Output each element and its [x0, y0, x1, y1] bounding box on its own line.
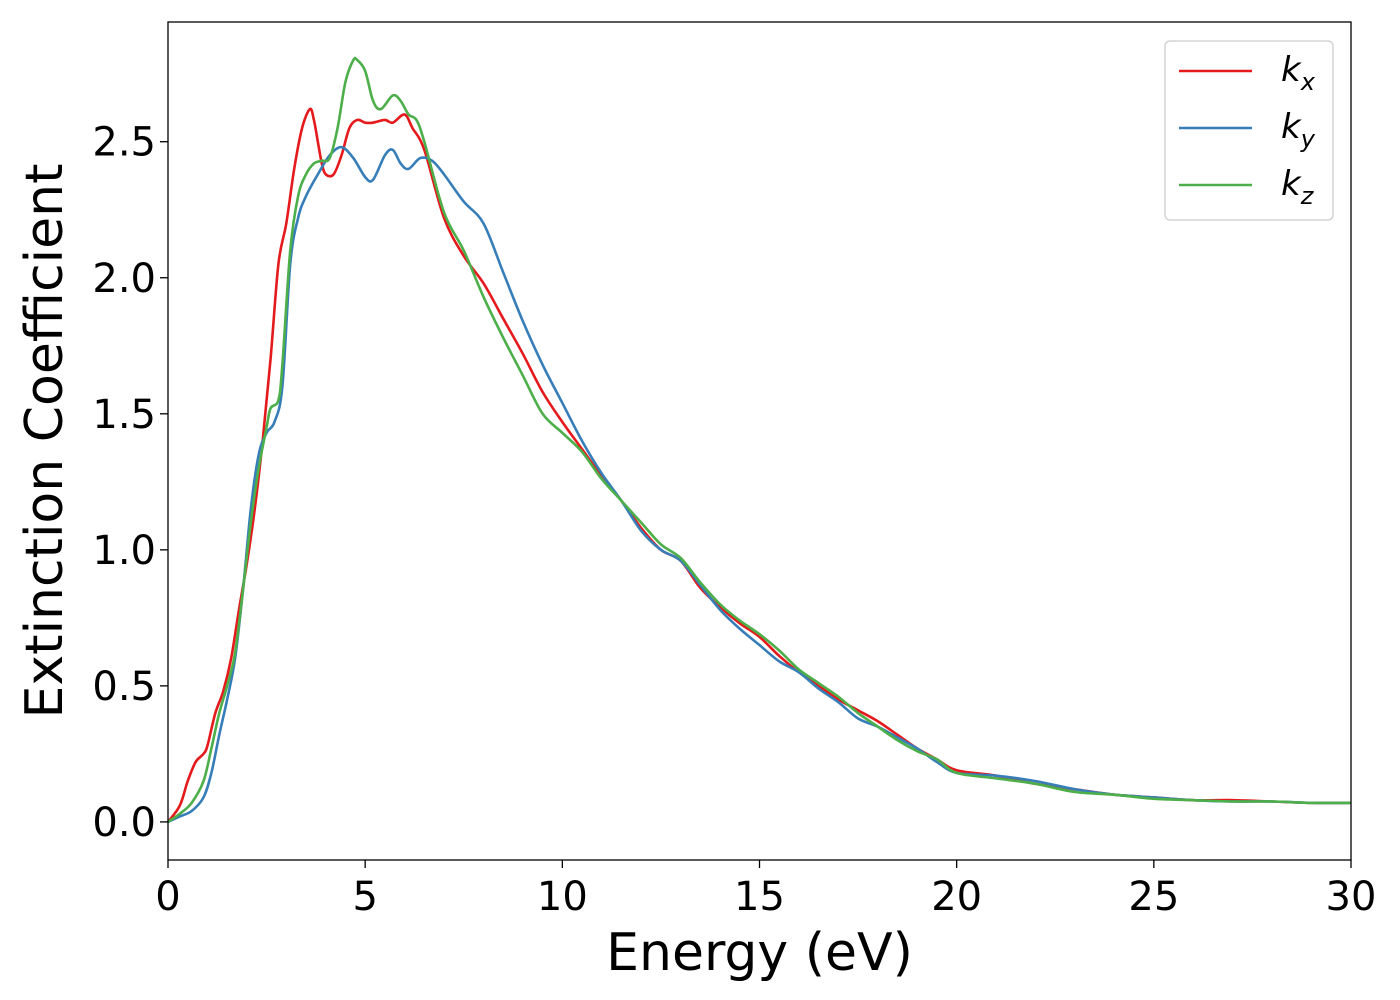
y-tick-label: 0.0	[92, 800, 156, 846]
legend-label-k-x: kx	[1281, 50, 1316, 96]
y-axis-title: Extinction Coefficient	[15, 164, 75, 719]
x-tick-label: 5	[352, 874, 377, 920]
legend-label-k-y: ky	[1281, 107, 1316, 153]
series-line-k-z	[167, 56, 1352, 823]
y-tick-label: 2.0	[92, 256, 156, 302]
x-tick-label: 30	[1326, 874, 1377, 920]
x-tick-label: 15	[734, 874, 785, 920]
x-axis-ticks: 0 5 10 15 20 25 30	[155, 860, 1376, 920]
y-tick-label: 2.5	[92, 120, 156, 166]
x-tick-label: 10	[537, 874, 588, 920]
plot-lines	[166, 56, 1352, 824]
series-line-k-y	[167, 145, 1352, 824]
y-tick-label: 0.5	[92, 664, 156, 710]
legend: kx ky kz	[1164, 40, 1334, 221]
y-tick-label: 1.0	[92, 528, 156, 574]
x-tick-label: 0	[155, 874, 180, 920]
x-tick-label: 25	[1128, 874, 1179, 920]
legend-box	[1164, 40, 1334, 221]
legend-label-k-z: kz	[1281, 164, 1315, 210]
x-tick-label: 20	[931, 874, 982, 920]
y-axis-ticks: 0.0 0.5 1.0 1.5 2.0 2.5	[92, 120, 168, 846]
y-tick-label: 1.5	[92, 392, 156, 438]
x-axis-title: Energy (eV)	[606, 923, 913, 983]
